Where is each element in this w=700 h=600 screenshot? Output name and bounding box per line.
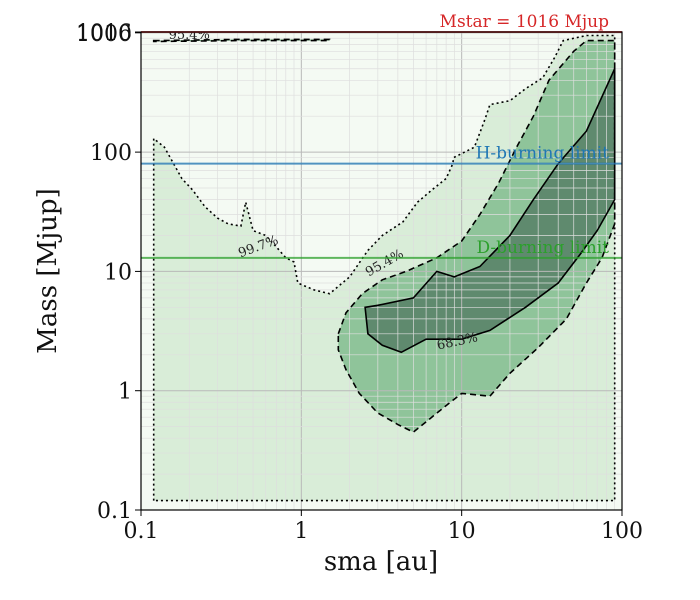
contour-fill-3 xyxy=(365,68,615,353)
limit-label-1: H-burning limit xyxy=(476,144,610,164)
y-tick-label-2: 10 xyxy=(104,260,132,285)
contour-line-3 xyxy=(152,34,616,502)
x-tick-label-0: 0.1 xyxy=(124,519,159,544)
x-tick-label-1: 1 xyxy=(294,519,308,544)
contour-line-2 xyxy=(152,38,331,43)
x-tick-label-2: 10 xyxy=(448,519,476,544)
y-axis-label: Mass [Mjup] xyxy=(33,188,63,353)
y-tick-label-5: 1016 xyxy=(76,21,132,46)
x-tick-label-3: 100 xyxy=(601,519,643,544)
limit-label-0: Mstar = 1016 Mjup xyxy=(440,12,610,32)
y-tick-label-4: 1000 xyxy=(76,22,132,47)
x-axis-label: sma [au] xyxy=(324,547,438,577)
contour-label-2: 95.4% xyxy=(169,28,210,43)
y-tick-label-3: 100 xyxy=(90,141,132,166)
limit-label-2: D-burning limit xyxy=(476,238,609,258)
y-tick-label-0: 0.1 xyxy=(97,499,132,524)
y-tick-label-1: 1 xyxy=(118,380,132,405)
